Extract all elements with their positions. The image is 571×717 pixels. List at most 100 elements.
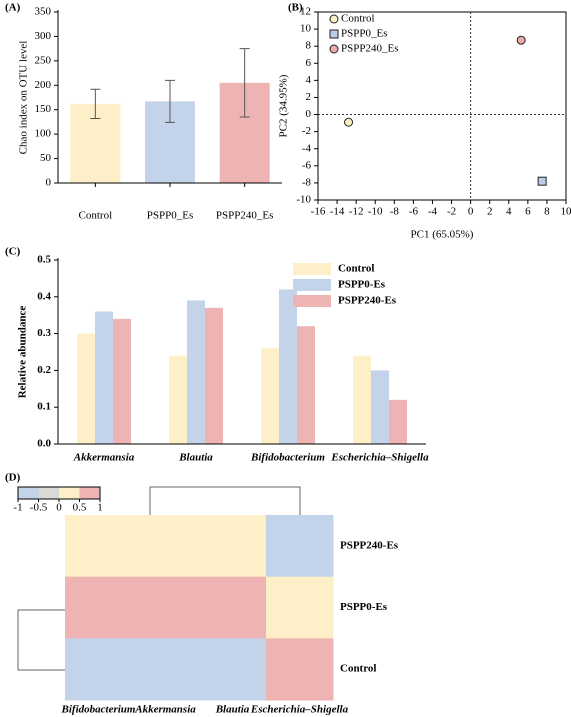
x-tick-label: -12: [349, 206, 364, 218]
y-tick-label: 50: [40, 152, 52, 164]
row-label: Control: [340, 663, 376, 675]
legend-label: PSPP0-Es: [338, 279, 386, 291]
legend-marker: [329, 14, 339, 24]
error-bar: [90, 88, 101, 120]
row-label: PSPP240-Es: [340, 539, 399, 551]
x-tick-label: Akkermansia: [73, 452, 135, 464]
x-tick-label: -14: [330, 206, 345, 218]
axes: [57, 10, 282, 184]
legend-swatch: [293, 295, 331, 307]
x-tick-label: Blautia: [178, 452, 213, 464]
bar: [113, 318, 131, 444]
y-axis-label: PC2 (34.95%): [278, 74, 290, 137]
y-tick-label: 0.4: [37, 290, 51, 302]
x-tick-label: 0: [468, 206, 474, 218]
y-tick-label: 12: [300, 6, 311, 18]
bar: [77, 333, 95, 444]
legend-marker: [329, 44, 339, 54]
bar: [371, 370, 389, 444]
y-tick-label: 250: [35, 54, 52, 66]
y-tick-label: 2: [306, 91, 312, 103]
legend-label: PSPP240-Es: [338, 295, 397, 307]
x-tick-label: -8: [390, 206, 400, 218]
legend-label: PSPP240_Es: [341, 43, 398, 55]
heatmap-cell: [132, 515, 200, 578]
bar: [261, 348, 279, 444]
legend-swatch: [293, 279, 331, 291]
heatmap-cell: [65, 576, 133, 639]
axes: [57, 258, 426, 445]
heatmap-cell: [266, 576, 334, 639]
error-bar: [165, 79, 175, 123]
y-tick-label: 100: [35, 128, 52, 140]
y-tick-label: 0.1: [37, 401, 51, 413]
legend-marker: [329, 29, 339, 39]
x-tick-label: PSPP240_Es: [216, 210, 273, 222]
x-tick-label: PSPP0_Es: [147, 210, 193, 222]
heatmap-cell: [65, 638, 133, 701]
bar: [187, 300, 205, 444]
panel-label: (B): [288, 2, 303, 14]
heatmap-cell: [65, 515, 133, 578]
bar: [297, 326, 315, 444]
colorbar-segment: [38, 487, 59, 499]
heatmap-cell: [199, 515, 267, 578]
point: [344, 117, 354, 127]
heatmap-cell: [132, 638, 200, 701]
panel-label: (C): [5, 246, 21, 258]
x-tick-label: -2: [447, 206, 456, 218]
colorbar-segment: [59, 487, 80, 499]
x-tick-label: Escherichia–Shigella: [330, 452, 429, 464]
heatmap-cell: [199, 638, 267, 701]
plot-frame: [317, 11, 567, 201]
column-dendrogram: [149, 486, 301, 515]
bar: [389, 399, 407, 444]
y-tick-label: 0: [306, 108, 312, 120]
x-tick-label: -6: [409, 206, 419, 218]
x-axis-label: PC1 (65.05%): [411, 229, 474, 241]
y-tick-label: -6: [302, 159, 312, 171]
y-tick-label: -4: [302, 142, 312, 154]
bar: [169, 355, 187, 444]
x-tick-label: -10: [368, 206, 383, 218]
error-bar: [239, 48, 250, 118]
y-tick-label: 200: [35, 79, 52, 91]
y-tick-label: -2: [302, 125, 311, 137]
heatmap-cell: [199, 576, 267, 639]
y-tick-label: -8: [302, 176, 312, 188]
panel-label: (A): [5, 2, 21, 14]
colorbar-segment: [18, 487, 39, 499]
colorbar-tick-label: 0: [56, 502, 62, 514]
x-tick-label: Bifidobacterium: [250, 452, 325, 464]
x-tick-label: -16: [311, 206, 326, 218]
heatmap-cell: [132, 576, 200, 639]
heatmap-cell: [266, 515, 334, 578]
y-tick-label: 300: [35, 30, 52, 42]
y-tick-label: 0.5: [37, 254, 51, 266]
colorbar-tick-label: 1: [97, 502, 103, 514]
heatmap-cell: [266, 638, 334, 701]
bar: [95, 311, 113, 444]
row-label: PSPP0-Es: [340, 601, 388, 613]
y-tick-label: 350: [35, 6, 52, 18]
panel-label: (D): [5, 472, 21, 484]
y-tick-label: 10: [300, 23, 312, 35]
x-tick-label: 6: [525, 206, 531, 218]
y-tick-label: 4: [306, 74, 312, 86]
x-tick-label: 2: [487, 206, 493, 218]
y-tick-label: 150: [35, 103, 52, 115]
point: [516, 35, 526, 45]
legend-swatch: [293, 263, 331, 275]
x-tick-label: 10: [561, 206, 571, 218]
y-tick-label: 0.0: [37, 438, 51, 450]
colorbar-tick-label: -0.5: [30, 502, 48, 514]
y-tick-label: 0.2: [37, 364, 51, 376]
x-tick-label: -4: [428, 206, 438, 218]
bar: [279, 289, 297, 444]
point: [537, 176, 547, 186]
legend-label: Control: [341, 13, 375, 25]
legend-label: PSPP0_Es: [341, 28, 387, 40]
column-label: Escherichia–Shigella: [250, 704, 349, 716]
row-dendrogram: [17, 609, 65, 671]
